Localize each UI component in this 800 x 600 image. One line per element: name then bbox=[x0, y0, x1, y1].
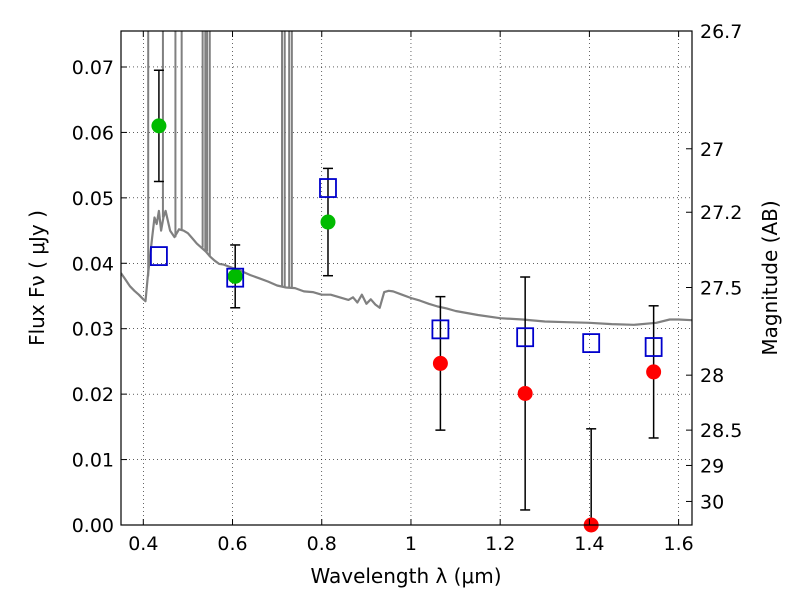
right-tick-label: 28 bbox=[700, 365, 724, 387]
model-flux-square bbox=[319, 178, 337, 198]
x-tick-label: 1 bbox=[405, 533, 417, 555]
plot-frame bbox=[120, 30, 693, 526]
x-tick-label: 0.6 bbox=[217, 533, 247, 555]
data-point bbox=[432, 355, 448, 371]
model-flux-square bbox=[431, 319, 450, 340]
emission-line bbox=[281, 31, 286, 288]
data-point bbox=[517, 385, 533, 401]
marker-layer bbox=[150, 69, 663, 533]
emission-line bbox=[288, 31, 293, 289]
right-tick-label: 27.5 bbox=[700, 277, 742, 299]
x-tick-label: 1.2 bbox=[485, 533, 515, 555]
emission-line bbox=[174, 31, 183, 238]
right-tick-label: 27 bbox=[700, 139, 724, 161]
axes: 0.4 0.6 0.8 1 1.2 1.4 1.6 0.00 0.01 0.02 0.03 0.04 0… bbox=[72, 21, 743, 555]
model-flux-square bbox=[226, 267, 245, 288]
x-axis-label: Wavelength λ (μm) bbox=[310, 564, 501, 588]
data-point bbox=[151, 118, 167, 134]
y-axis-label-left: Flux Fν ( μJy ) bbox=[25, 210, 49, 346]
x-tick-label: 0.8 bbox=[307, 533, 337, 555]
right-tick-label: 28.5 bbox=[700, 420, 742, 442]
model-flux-square bbox=[150, 246, 168, 266]
data-point bbox=[320, 214, 336, 230]
right-tick-label: 29 bbox=[700, 455, 724, 477]
y-tick-label: 0.00 bbox=[72, 515, 114, 537]
y-tick-label: 0.03 bbox=[72, 319, 114, 341]
emission-line bbox=[206, 31, 211, 257]
y-tick-label: 0.02 bbox=[72, 384, 114, 406]
plot-background bbox=[121, 31, 692, 525]
emission-line bbox=[201, 31, 207, 252]
data-layer bbox=[121, 31, 692, 326]
data-point bbox=[646, 364, 662, 380]
y-tick-label: 0.05 bbox=[72, 188, 114, 210]
template-sed-line bbox=[121, 209, 692, 326]
right-tick-label: 27.2 bbox=[700, 202, 742, 224]
right-tick-label: 26.7 bbox=[700, 21, 742, 43]
y-tick-label: 0.01 bbox=[72, 450, 114, 472]
y-tick-label: 0.07 bbox=[72, 57, 114, 79]
y-tick-label: 0.06 bbox=[72, 122, 114, 144]
right-tick-label: 30 bbox=[700, 491, 724, 513]
x-tick-label: 1.6 bbox=[664, 533, 694, 555]
y-tick-label: 0.04 bbox=[72, 253, 114, 275]
y-axis-label-right: Magnitude (AB) bbox=[758, 200, 782, 355]
data-point bbox=[227, 268, 243, 284]
model-flux-square bbox=[644, 337, 663, 357]
x-tick-label: 0.4 bbox=[128, 533, 158, 555]
model-flux-square bbox=[582, 333, 601, 354]
x-tick-label: 1.4 bbox=[574, 533, 604, 555]
model-flux-square bbox=[516, 327, 535, 348]
